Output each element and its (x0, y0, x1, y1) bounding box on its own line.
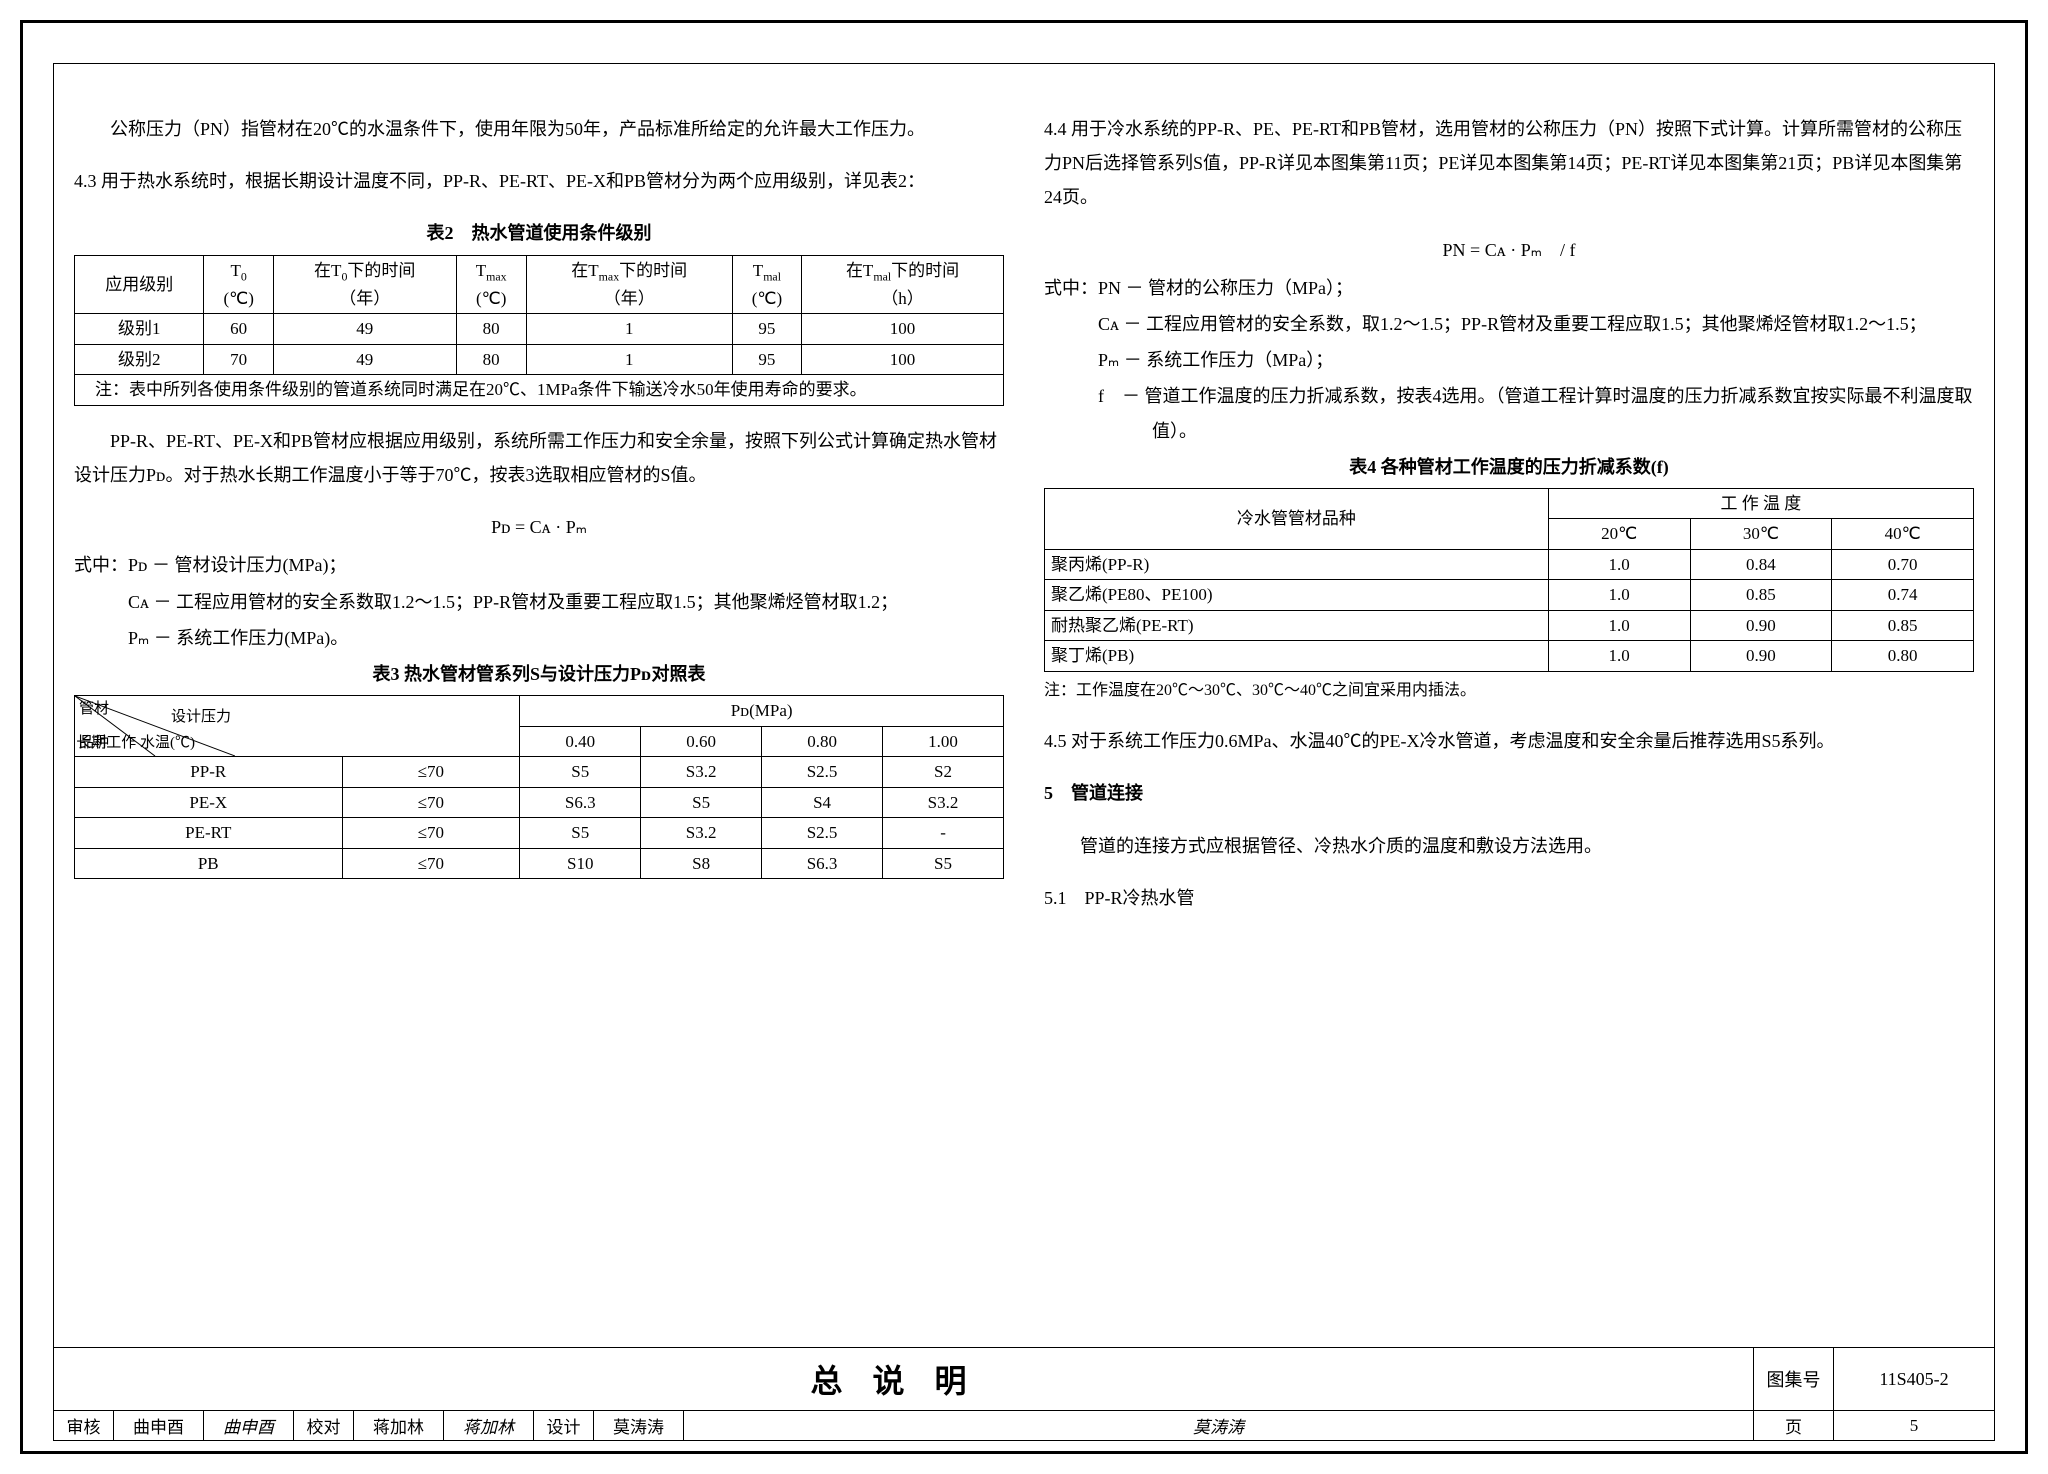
table4-row: 耐热聚乙烯(PE-RT)1.00.900.85 (1045, 610, 1974, 641)
code-label: 图集号 (1754, 1348, 1834, 1410)
table2-row2: 级别2 70 49 80 1 95 100 (75, 344, 1004, 375)
def-pd: 式中：Pᴅ － 管材设计压力(MPa)； (74, 548, 1004, 582)
def-ca: Cᴀ － 工程应用管材的安全系数取1.2～1.5；PP-R管材及重要工程应取1.… (74, 585, 1004, 655)
design-name: 莫涛涛 (594, 1411, 684, 1440)
table2-row1: 级别1 60 49 80 1 95 100 (75, 314, 1004, 345)
table4: 冷水管管材品种 工 作 温 度 20℃ 30℃ 40℃ 聚丙烯(PP-R)1.0… (1044, 488, 1974, 672)
code-value: 11S405-2 (1834, 1348, 1994, 1410)
check-sig: 蒋加林 (444, 1411, 534, 1440)
table4-title: 表4 各种管材工作温度的压力折减系数(f) (1044, 450, 1974, 484)
para-4-5: 4.5 对于系统工作压力0.6MPa、水温40℃的PE-X冷水管道，考虑温度和安… (1044, 724, 1974, 758)
para-pn-def: 公称压力（PN）指管材在20℃的水温条件下，使用年限为50年，产品标准所给定的允… (74, 112, 1004, 146)
table4-header1: 冷水管管材品种 工 作 温 度 (1045, 488, 1974, 519)
right-column: 4.4 用于冷水系统的PP-R、PE、PE-RT和PB管材，选用管材的公称压力（… (1044, 94, 1974, 1347)
left-column: 公称压力（PN）指管材在20℃的水温条件下，使用年限为50年，产品标准所给定的允… (74, 94, 1004, 1347)
t2h-6: 在Tmal下的时间（h） (802, 255, 1004, 314)
table3-row: PB≤70S10S8S6.3S5 (75, 848, 1004, 879)
page-label: 页 (1754, 1411, 1834, 1440)
table2-title: 表2 热水管道使用条件级别 (74, 216, 1004, 250)
check-label: 校对 (294, 1411, 354, 1440)
table4-row: 聚丁烯(PB)1.00.900.80 (1045, 641, 1974, 672)
design-label: 设计 (534, 1411, 594, 1440)
def-pn: 式中：PN － 管材的公称压力（MPa）； (1044, 271, 1974, 305)
table3: 管材 设计压力 品种 长期工作 水温(℃) Pᴅ(MPa) 0.40 0.60 … (74, 695, 1004, 879)
table3-title: 表3 热水管材管系列S与设计压力Pᴅ对照表 (74, 657, 1004, 691)
formula-pd: Pᴅ = Cᴀ · Pₘ (74, 510, 1004, 544)
t3-pd-header: Pᴅ(MPa) (520, 696, 1004, 727)
t2h-1: T0(℃) (204, 255, 273, 314)
check-name: 蒋加林 (354, 1411, 444, 1440)
formula-pn: PN = Cᴀ · Pₘ / f (1044, 233, 1974, 267)
table2-note: 注：表中所列各使用条件级别的管道系统同时满足在20℃、1MPa条件下输送冷水50… (75, 375, 1004, 406)
page-inner: 公称压力（PN）指管材在20℃的水温条件下，使用年限为50年，产品标准所给定的允… (53, 63, 1995, 1441)
page-frame: 公称压力（PN）指管材在20℃的水温条件下，使用年限为50年，产品标准所给定的允… (20, 20, 2028, 1454)
t2h-2: 在T0下的时间（年） (273, 255, 456, 314)
para-5-1: 5.1 PP-R冷热水管 (1044, 881, 1974, 915)
page-number: 5 (1834, 1411, 1994, 1440)
review-name: 曲申酉 (114, 1411, 204, 1440)
title-main: 总说明 (54, 1348, 1754, 1410)
title-block: 总说明 图集号 11S405-2 审核 曲申酉 曲申酉 校对 蒋加林 蒋加林 设… (54, 1347, 1994, 1440)
t2h-3: Tmax(℃) (456, 255, 526, 314)
title-row1: 总说明 图集号 11S405-2 (54, 1348, 1994, 1411)
review-label: 审核 (54, 1411, 114, 1440)
table2: 应用级别 T0(℃) 在T0下的时间（年） Tmax(℃) 在Tmax下的时间（… (74, 255, 1004, 406)
table3-header1: 管材 设计压力 品种 长期工作 水温(℃) Pᴅ(MPa) (75, 696, 1004, 727)
table3-row: PP-R≤70S5S3.2S2.5S2 (75, 757, 1004, 788)
section-5: 5 管道连接 (1044, 776, 1974, 810)
two-columns: 公称压力（PN）指管材在20℃的水温条件下，使用年限为50年，产品标准所给定的允… (74, 94, 1974, 1347)
para-pd-desc: PP-R、PE-RT、PE-X和PB管材应根据应用级别，系统所需工作压力和安全余… (74, 424, 1004, 492)
table3-row: PE-RT≤70S5S3.2S2.5- (75, 818, 1004, 849)
para-4-4: 4.4 用于冷水系统的PP-R、PE、PE-RT和PB管材，选用管材的公称压力（… (1044, 112, 1974, 215)
para-5-intro: 管道的连接方式应根据管径、冷热水介质的温度和敷设方法选用。 (1044, 829, 1974, 863)
review-sig: 曲申酉 (204, 1411, 294, 1440)
t2h-5: Tmal(℃) (732, 255, 801, 314)
title-row2: 审核 曲申酉 曲申酉 校对 蒋加林 蒋加林 设计 莫涛涛 莫涛涛 页 5 (54, 1411, 1994, 1440)
t2h-4: 在Tmax下的时间（年） (526, 255, 732, 314)
table4-row: 聚乙烯(PE80、PE100)1.00.850.74 (1045, 580, 1974, 611)
right-defs: Cᴀ － 工程应用管材的安全系数，取1.2～1.5；PP-R管材及重要工程应取1… (1044, 307, 1974, 448)
para-4-3: 4.3 用于热水系统时，根据长期设计温度不同，PP-R、PE-RT、PE-X和P… (74, 164, 1004, 198)
table4-row: 聚丙烯(PP-R)1.00.840.70 (1045, 549, 1974, 580)
table3-row: PE-X≤70S6.3S5S4S3.2 (75, 787, 1004, 818)
table4-note: 注：工作温度在20℃～30℃、30℃～40℃之间宜采用内插法。 (1044, 676, 1974, 706)
t3-diag-cell: 管材 设计压力 品种 长期工作 水温(℃) (75, 696, 520, 757)
t2h-0: 应用级别 (75, 255, 204, 314)
table2-header-row: 应用级别 T0(℃) 在T0下的时间（年） Tmax(℃) 在Tmax下的时间（… (75, 255, 1004, 314)
design-sig: 莫涛涛 (684, 1411, 1754, 1440)
